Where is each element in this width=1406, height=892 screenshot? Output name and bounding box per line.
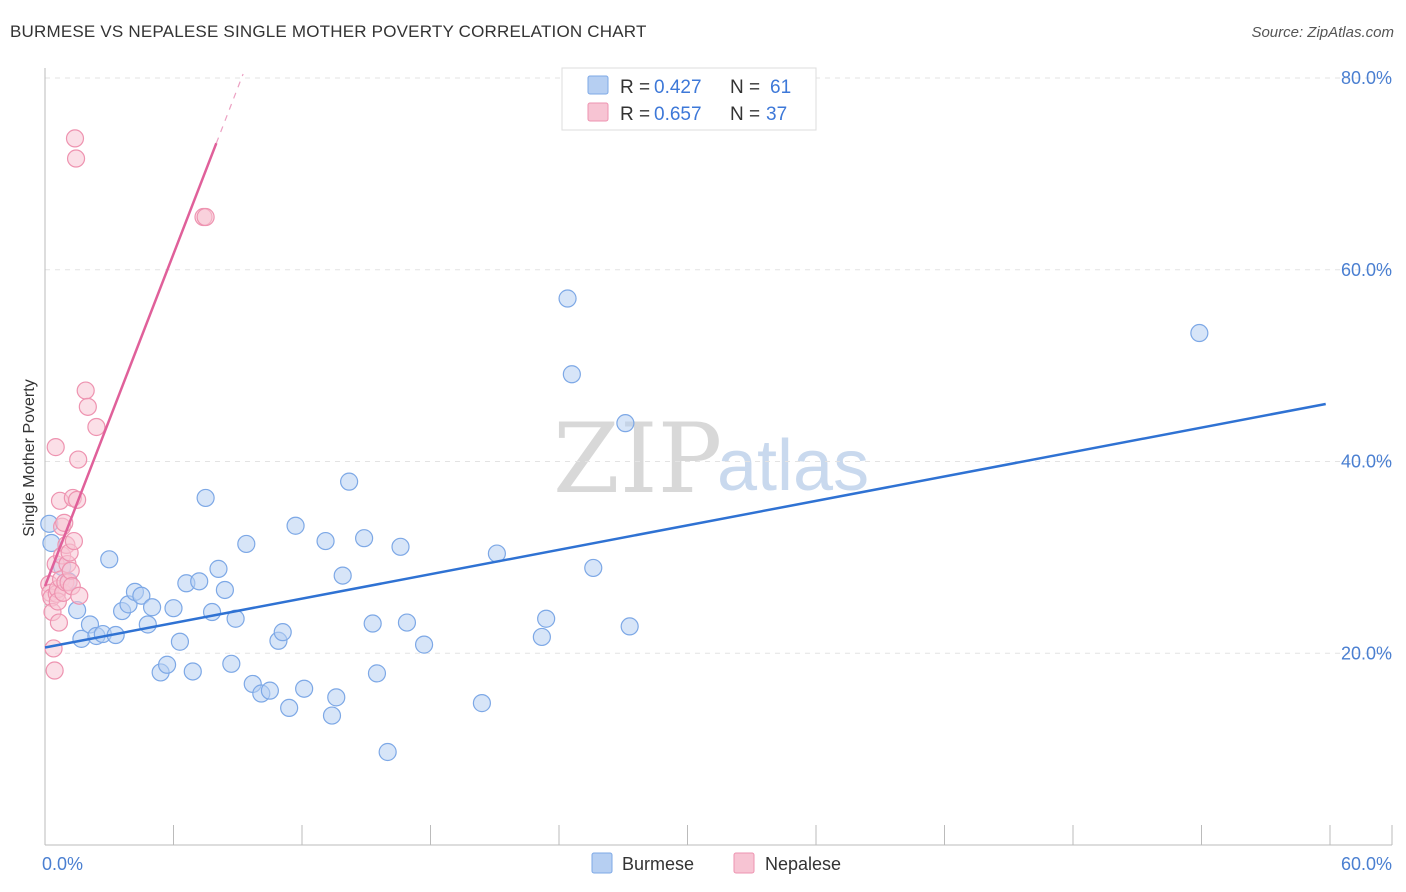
series-legend: Burmese Nepalese xyxy=(591,852,841,874)
nepalese-point xyxy=(61,561,80,580)
burmese-point xyxy=(280,698,299,717)
burmese-point xyxy=(260,681,279,700)
y-tick-label-40: 40.0% xyxy=(1341,452,1392,472)
burmese-point xyxy=(367,664,387,683)
burmese-point xyxy=(532,627,551,647)
source-credit: Source: ZipAtlas.com xyxy=(1251,24,1394,41)
burmese-point xyxy=(378,742,397,762)
legend-n-value-nepalese: 37 xyxy=(766,104,787,125)
burmese-point xyxy=(391,537,410,556)
burmese-point xyxy=(209,559,228,578)
legend-r-value-burmese: 0.427 xyxy=(654,77,702,98)
nepalese-trend-line xyxy=(43,142,218,587)
burmese-point xyxy=(558,289,577,308)
legend-r-label-burmese: R = xyxy=(620,77,650,98)
watermark-zip: ZIP xyxy=(553,403,722,515)
nepalese-point xyxy=(78,397,97,416)
chart-title: BURMESE VS NEPALESE SINGLE MOTHER POVERT… xyxy=(10,22,647,41)
burmese-point xyxy=(316,531,335,551)
series-legend-label-burmese: Burmese xyxy=(622,854,694,874)
nepalese-point xyxy=(76,381,95,400)
burmese-point xyxy=(190,572,209,591)
x-tick-label-min: 0.0% xyxy=(42,854,83,874)
burmese-point xyxy=(616,414,635,433)
burmese-point xyxy=(215,580,234,600)
burmese-point xyxy=(1190,323,1209,343)
burmese-point xyxy=(340,472,359,491)
burmese-point xyxy=(164,599,183,618)
legend-r-value-nepalese: 0.657 xyxy=(654,104,702,125)
grid-lines xyxy=(45,77,1392,654)
series-legend-swatch-nepalese xyxy=(733,852,755,874)
burmese-point xyxy=(100,550,119,569)
y-tick-label-80: 80.0% xyxy=(1341,68,1392,88)
y-axis-label: Single Mother Poverty xyxy=(21,379,38,536)
burmese-point xyxy=(138,615,157,634)
burmese-point xyxy=(295,679,314,698)
x-axis-ticks xyxy=(44,825,1393,845)
y-tick-labels: 20.0% 40.0% 60.0% 80.0% xyxy=(1341,68,1392,663)
series-legend-label-nepalese: Nepalese xyxy=(765,854,841,874)
nepalese-trend-extension xyxy=(215,73,244,144)
burmese-point xyxy=(472,694,491,713)
burmese-point xyxy=(397,613,417,632)
burmese-point xyxy=(363,614,382,633)
burmese-point xyxy=(237,534,256,554)
burmese-point xyxy=(132,586,151,605)
nepalese-point xyxy=(65,129,85,148)
legend-n-label-burmese: N = xyxy=(730,77,760,98)
burmese-point xyxy=(183,662,202,681)
nepalese-point xyxy=(46,438,65,457)
legend-r-label-nepalese: R = xyxy=(620,104,650,125)
correlation-legend: R = 0.427 N = 61 R = 0.657 N = 37 xyxy=(561,67,817,131)
y-tick-label-60: 60.0% xyxy=(1341,260,1392,280)
watermark-atlas: atlas xyxy=(717,426,869,506)
nepalese-point xyxy=(49,613,69,632)
burmese-point xyxy=(196,488,215,508)
nepalese-point xyxy=(44,639,63,658)
burmese-point xyxy=(620,617,639,636)
nepalese-point xyxy=(70,586,89,605)
y-tick-label-20: 20.0% xyxy=(1341,643,1392,663)
burmese-point xyxy=(584,558,603,578)
legend-n-value-burmese: 61 xyxy=(770,77,791,98)
legend-n-label-nepalese: N = xyxy=(730,104,760,125)
nepalese-point xyxy=(64,531,84,551)
trend-lines xyxy=(43,73,1326,649)
burmese-point xyxy=(414,635,434,654)
watermark: ZIP atlas xyxy=(553,403,869,515)
burmese-points xyxy=(40,289,1209,762)
burmese-point xyxy=(142,598,162,617)
burmese-point xyxy=(170,632,190,651)
burmese-trend-line xyxy=(44,402,1326,649)
burmese-point xyxy=(355,529,374,548)
legend-swatch-nepalese xyxy=(587,102,609,122)
burmese-point xyxy=(562,365,581,384)
burmese-point xyxy=(222,654,241,673)
nepalese-point xyxy=(196,207,215,227)
series-legend-swatch-burmese xyxy=(591,852,613,874)
burmese-point xyxy=(333,566,352,585)
legend-swatch-burmese xyxy=(587,75,609,95)
burmese-point xyxy=(327,688,346,707)
burmese-point xyxy=(286,516,305,535)
burmese-point xyxy=(157,655,177,674)
nepalese-point xyxy=(69,450,88,469)
burmese-point xyxy=(273,623,292,642)
burmese-point xyxy=(322,706,342,725)
nepalese-point xyxy=(87,417,106,437)
nepalese-point xyxy=(66,149,86,168)
nepalese-point xyxy=(45,661,64,680)
burmese-point xyxy=(537,609,556,628)
x-tick-label-max: 60.0% xyxy=(1341,854,1392,874)
